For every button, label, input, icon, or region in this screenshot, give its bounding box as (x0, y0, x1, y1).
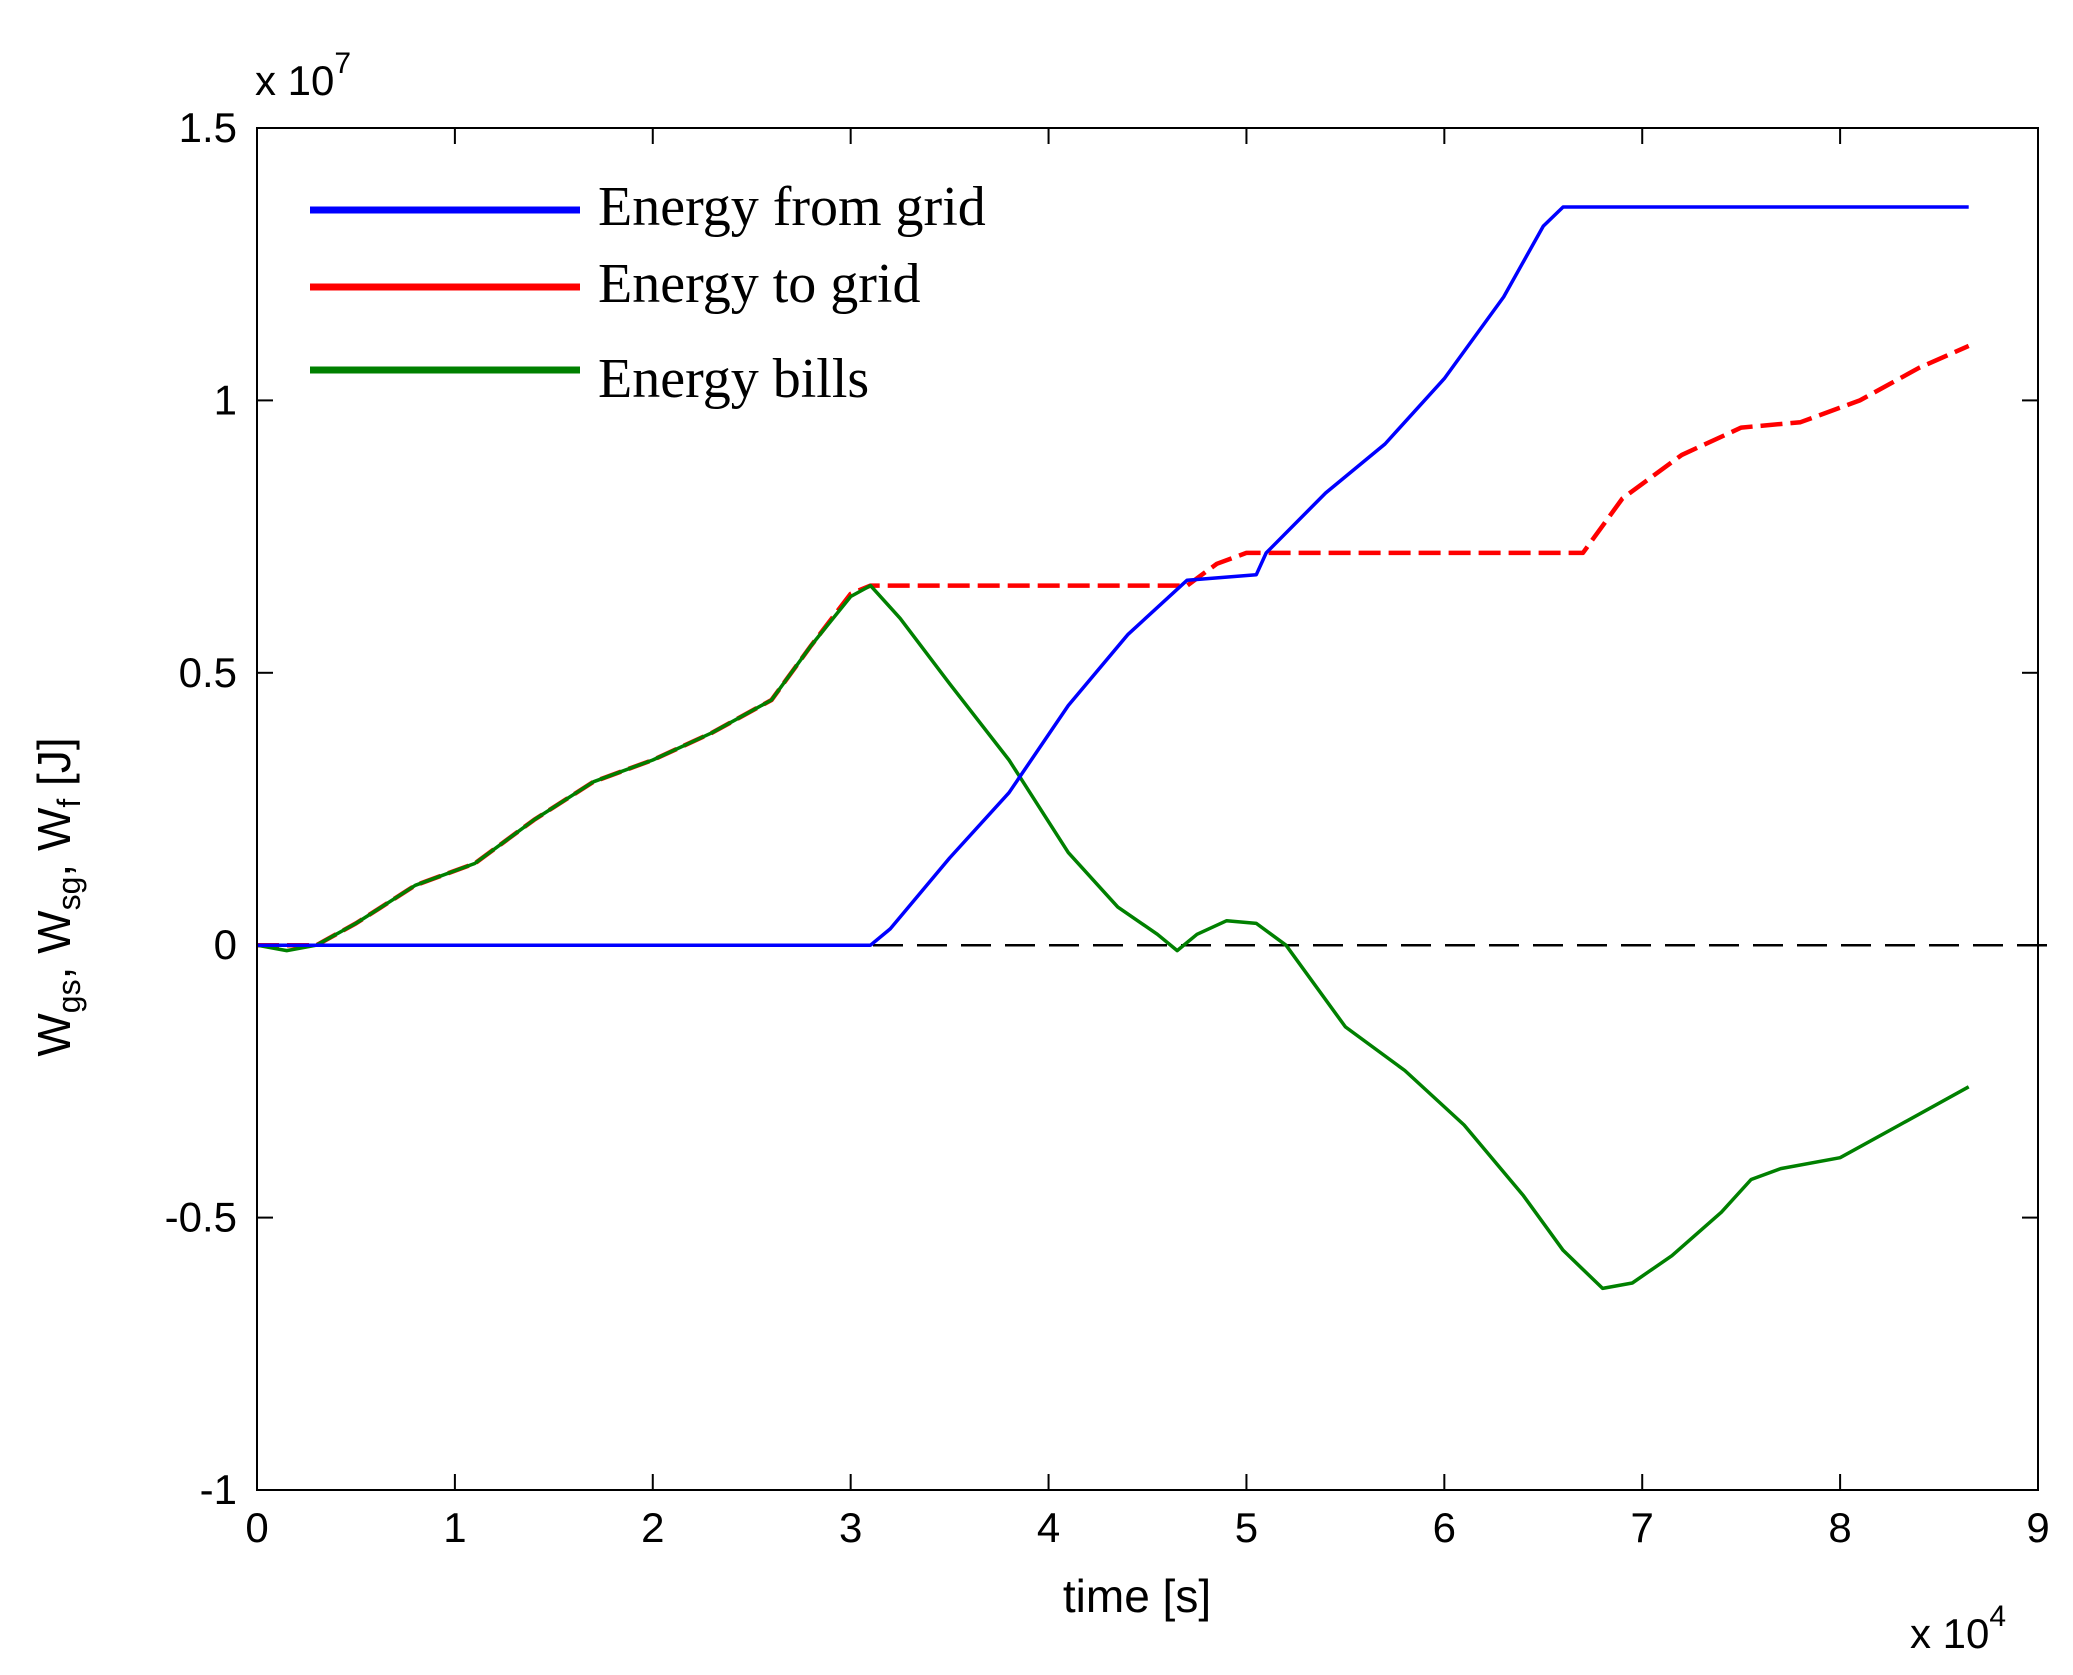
series-line-energy-to-grid (257, 343, 1970, 948)
x-tick-label: 6 (1433, 1504, 1456, 1551)
legend-label-energy-bills: Energy bills (598, 348, 869, 410)
x-axis-multiplier: x 104 (1910, 1600, 2006, 1657)
series-line-energy-bills (256, 583, 1970, 1291)
y-axis-multiplier: x 107 (255, 47, 351, 104)
ticks-layer: 0 1 2 3 4 5 6 7 8 9 -1 -0.5 0 0.5 1 1.5 (165, 104, 2050, 1551)
x-tick-label: 0 (245, 1504, 268, 1551)
legend-label-energy-to-grid: Energy to grid (598, 253, 920, 315)
series-line-energy-from-grid (257, 205, 1969, 947)
plot-area-frame (256, 127, 2039, 1491)
x-tick-label: 9 (2026, 1504, 2049, 1551)
x-tick-label: 8 (1828, 1504, 1851, 1551)
y-tick-label: 1.5 (179, 104, 237, 151)
x-tick-label: 5 (1235, 1504, 1258, 1551)
x-tick-label: 1 (443, 1504, 466, 1551)
y-tick-label: 0 (214, 921, 237, 968)
y-tick-label: -0.5 (165, 1194, 237, 1241)
x-tick-label: 3 (839, 1504, 862, 1551)
legend: Energy from grid Energy to grid Energy b… (310, 176, 986, 410)
legend-label-energy-from-grid: Energy from grid (598, 176, 986, 238)
y-tick-label: 0.5 (179, 649, 237, 696)
y-tick-label: -1 (200, 1466, 237, 1513)
x-tick-label: 4 (1037, 1504, 1060, 1551)
series-layer (256, 205, 2058, 1291)
x-tick-label: 2 (641, 1504, 664, 1551)
y-axis-title: Wgs, Wsg, Wf [J] (28, 737, 87, 1056)
y-tick-label: 1 (214, 376, 237, 423)
x-axis-title: time [s] (1063, 1570, 1211, 1622)
x-tick-label: 7 (1631, 1504, 1654, 1551)
